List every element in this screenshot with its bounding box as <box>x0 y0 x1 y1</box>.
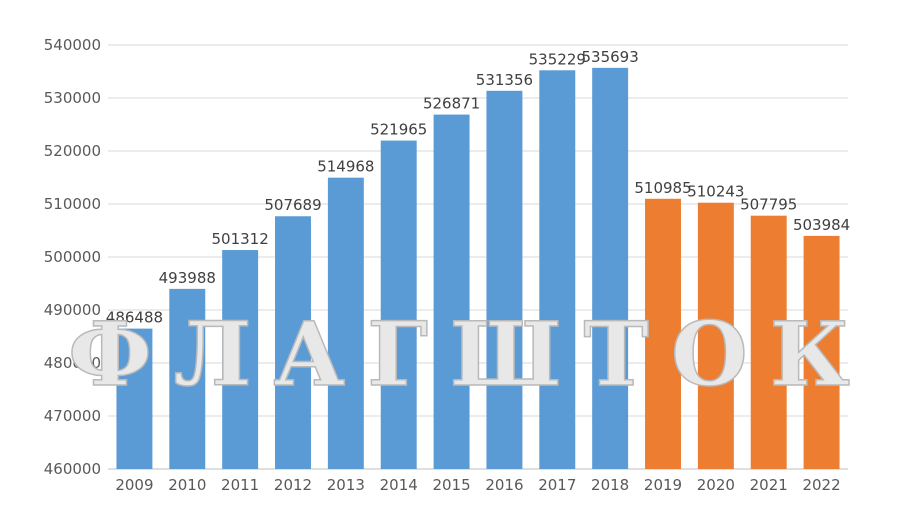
x-tick-label: 2013 <box>327 476 365 494</box>
y-tick-label: 470000 <box>44 407 101 425</box>
x-tick-label: 2015 <box>432 476 470 494</box>
bar-2013 <box>327 177 364 469</box>
data-label-2022: 503984 <box>793 216 850 234</box>
y-tick-label: 490000 <box>44 301 101 319</box>
data-label-2019: 510985 <box>634 179 691 197</box>
x-tick-label: 2009 <box>115 476 153 494</box>
x-tick-label: 2019 <box>644 476 682 494</box>
bar-2017 <box>539 70 576 469</box>
data-label-2016: 531356 <box>476 71 533 89</box>
data-label-2009: 486488 <box>106 309 163 327</box>
data-label-2011: 501312 <box>212 230 269 248</box>
x-tick-label: 2014 <box>380 476 418 494</box>
data-label-2013: 514968 <box>317 158 374 176</box>
data-label-2015: 526871 <box>423 95 480 113</box>
x-axis: 2009 2010 2011 2012 2013 2014 2015 2016 2017 2018… <box>115 476 840 494</box>
bar-2014 <box>380 140 417 469</box>
bar-2015 <box>433 114 470 469</box>
bar-2016 <box>486 90 523 469</box>
y-tick-label: 460000 <box>44 460 101 478</box>
data-label-2012: 507689 <box>264 196 321 214</box>
data-label-2020: 510243 <box>687 183 744 201</box>
y-tick-label: 500000 <box>44 248 101 266</box>
bar-2010 <box>169 288 206 469</box>
y-tick-label: 520000 <box>44 142 101 160</box>
data-labels: 486488 493988 501312 507689 514968 521965 5268… <box>106 48 850 327</box>
x-tick-label: 2018 <box>591 476 629 494</box>
x-tick-label: 2012 <box>274 476 312 494</box>
x-tick-label: 2010 <box>168 476 206 494</box>
x-tick-label: 2020 <box>697 476 735 494</box>
data-label-2021: 507795 <box>740 196 797 214</box>
bar-2011 <box>222 250 259 469</box>
bar-2012 <box>275 216 311 469</box>
y-tick-label: 480000 <box>44 354 101 372</box>
bars <box>116 67 840 470</box>
bar-2018 <box>592 67 629 470</box>
data-label-2014: 521965 <box>370 121 427 139</box>
y-tick-label: 540000 <box>44 36 101 54</box>
data-label-2018: 535693 <box>582 48 639 66</box>
bar-2009 <box>116 328 153 469</box>
data-label-2017: 535229 <box>529 50 586 68</box>
y-tick-label: 530000 <box>44 89 101 107</box>
x-tick-label: 2011 <box>221 476 259 494</box>
data-label-2010: 493988 <box>159 269 216 287</box>
bar-2021 <box>750 215 787 469</box>
x-tick-label: 2022 <box>802 476 840 494</box>
x-tick-label: 2016 <box>485 476 523 494</box>
y-tick-label: 510000 <box>44 195 101 213</box>
x-tick-label: 2021 <box>750 476 788 494</box>
watermark: ФЛАГШТОК <box>68 302 872 406</box>
x-tick-label: 2017 <box>538 476 576 494</box>
bar-2022 <box>803 235 840 469</box>
bar-2020 <box>697 202 734 469</box>
bar-2019 <box>645 198 681 470</box>
y-axis: 460000 470000 480000 490000 500000 510000 5200… <box>44 36 101 478</box>
